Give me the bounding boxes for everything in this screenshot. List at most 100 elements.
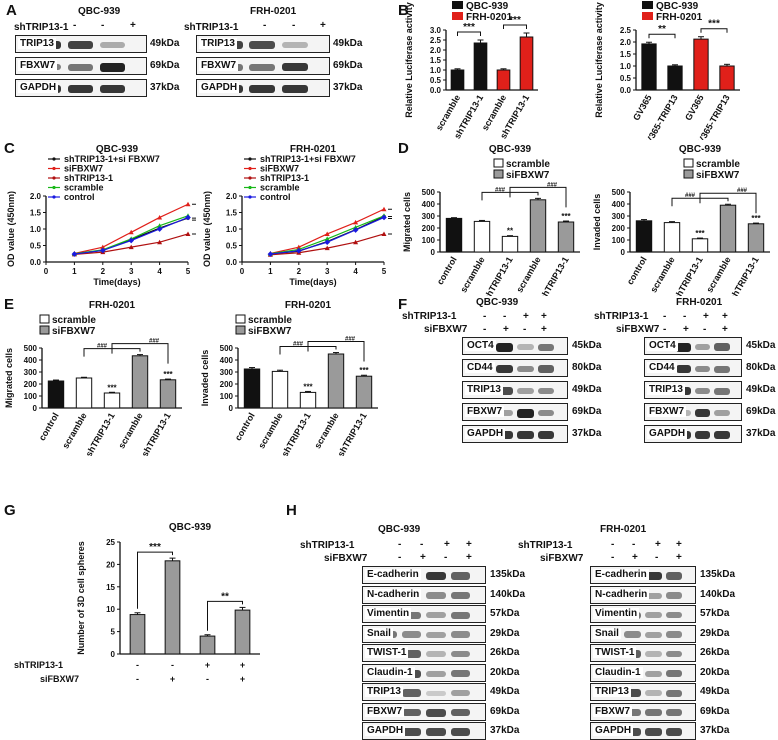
blot-kda-label: 49kDa [700, 686, 730, 697]
data-point [71, 251, 78, 257]
blot-row: FBXW7 [462, 403, 568, 421]
blot-band [426, 651, 446, 657]
blot-band [401, 611, 422, 619]
legend-label: scramble [64, 183, 104, 193]
line-y-tick-label: 1.5 [30, 209, 42, 218]
bar [667, 65, 683, 91]
blot-band [517, 388, 534, 394]
bar-y-tick-label: 0 [431, 248, 436, 257]
x-tick-label: scramble [60, 411, 88, 450]
blot-kda-label: 45kDa [746, 340, 776, 351]
data-point [295, 247, 302, 254]
blot-band [645, 709, 662, 716]
significance-label: ### [737, 188, 748, 194]
blot-band [645, 670, 662, 677]
blot-protein-label: GAPDH [199, 82, 240, 93]
data-point [128, 237, 135, 244]
bar [663, 222, 681, 253]
x-tick-label: 2 [297, 267, 302, 276]
x-axis-label: Time(days) [289, 277, 336, 287]
significance-bracket [457, 31, 481, 36]
blot-kda-label: 37kDa [333, 82, 363, 93]
x-tick-label: shTRIP13-1 [728, 255, 761, 296]
significance-bracket [192, 203, 196, 219]
blot-band [537, 365, 555, 373]
blot-band [645, 571, 662, 581]
bar-y-tick-label: 3.0 [430, 26, 442, 35]
blot-band [401, 650, 422, 658]
y-axis-label: Number of 3D cell spheres [76, 541, 86, 655]
blot-protein-label: GAPDH [18, 82, 59, 93]
blot-band [694, 430, 711, 440]
blot-band [249, 84, 276, 94]
blot-row: N-cadherin [590, 585, 696, 604]
legend-label: control [64, 192, 95, 202]
bar [747, 223, 765, 253]
blot-band [675, 364, 692, 374]
legend-marker [52, 185, 56, 190]
blot-band [67, 63, 94, 71]
legend-swatch [452, 1, 463, 9]
bar-y-tick-label: 20 [106, 560, 115, 569]
bar-y-tick-label: 10 [106, 605, 115, 614]
bar-y-tick-label: 300 [422, 212, 436, 221]
y-axis-label: OD value (450nm) [202, 191, 212, 267]
significance-bracket [503, 24, 527, 29]
bar-y-tick-label: 100 [24, 392, 38, 401]
panel-b-right-chart: 0.0 0.5 1.0 1.5 2.0 2.5 Relative Luciferase ac… [594, 1, 740, 140]
data-point [353, 219, 359, 225]
significance-label: ** [658, 24, 666, 35]
panel-a-sign: + [130, 20, 136, 31]
x-tick-label: shTRIP13-1 [84, 411, 117, 456]
bar-y-tick-label: 400 [220, 356, 234, 365]
significance-bracket [700, 28, 728, 33]
sign-label: + [444, 539, 450, 550]
data-point [353, 239, 359, 245]
row-label: siFBXW7 [40, 674, 79, 684]
significance-label: *** [303, 382, 313, 391]
line-y-tick-label: 1.0 [30, 225, 42, 234]
blot-kda-label: 20kDa [700, 666, 730, 678]
bar [719, 204, 737, 253]
sign-label: + [676, 539, 682, 550]
sign-label: + [703, 311, 709, 322]
blot-kda-label: 69kDa [746, 406, 776, 417]
blot-kda-label: 45kDa [572, 340, 602, 351]
bar-y-tick-label: 400 [24, 356, 38, 365]
blot-kda-label: 135kDa [700, 569, 736, 580]
panel-h-right-title: FRH-0201 [600, 524, 647, 535]
panel-a-sign: - [73, 20, 77, 31]
sign-label: + [632, 552, 638, 563]
bar [199, 635, 216, 655]
legend-marker [248, 166, 252, 171]
bar-y-tick-label: 0.5 [430, 76, 442, 85]
blot-kda-label: 26kDa [490, 647, 520, 658]
blot-kda-label: 26kDa [700, 647, 730, 658]
legend-marker [52, 195, 56, 199]
blot-band [517, 344, 534, 350]
blot-band [675, 342, 692, 352]
blot-protein-label: E-cadherin [593, 569, 649, 580]
blot-kda-label: 69kDa [150, 60, 180, 71]
sign-label: + [722, 324, 728, 335]
bar-y-tick-label: 15 [106, 583, 115, 592]
x-tick-label: shTRIP13-1 [140, 411, 173, 456]
x-tick-label: scramble [458, 255, 486, 294]
blot-kda-label: 57kDa [700, 608, 730, 619]
panel-letter-e: E [4, 296, 15, 313]
panel-letter-h: H [286, 502, 297, 519]
x-tick-label: control [37, 411, 61, 442]
legend-marker [52, 157, 56, 161]
significance-label: ### [149, 339, 160, 345]
bar [445, 217, 463, 253]
bar-y-tick-label: 2.5 [620, 26, 632, 35]
line-y-tick-label: 0.5 [226, 242, 238, 251]
blot-kda-label: 140kDa [700, 588, 736, 600]
blot-band [714, 387, 730, 395]
blot-band [517, 365, 534, 373]
significance-label: *** [708, 19, 720, 30]
significance-label: ### [495, 187, 506, 193]
legend-label: control [260, 192, 291, 202]
line-y-tick-label: 0.0 [30, 258, 42, 267]
blot-protein-label: GAPDH [647, 428, 688, 439]
